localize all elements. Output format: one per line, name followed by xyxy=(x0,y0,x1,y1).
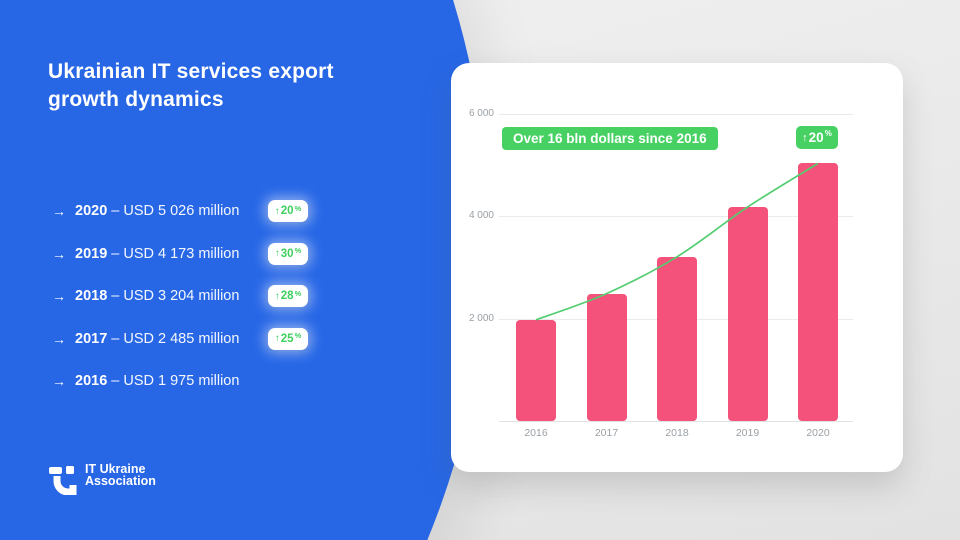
percent-sign: % xyxy=(294,246,302,255)
item-text: 2019 – USD 4 173 million xyxy=(75,246,239,262)
growth-badge-2018: ↑ 28% xyxy=(268,285,308,307)
up-arrow-icon: ↑ xyxy=(274,290,280,302)
item-text: 2020 – USD 5 026 million xyxy=(75,203,239,219)
list-item-2018: → 2018 – USD 3 204 million ↑ 28% xyxy=(48,285,348,307)
bar-2020 xyxy=(798,163,838,421)
gridline-6000 xyxy=(499,113,853,115)
page-title-line1: Ukrainian IT services export xyxy=(48,60,334,83)
y-tick-label: 6 000 xyxy=(468,107,494,119)
list-item-2017: → 2017 – USD 2 485 million ↑ 25% xyxy=(48,327,348,350)
chart-growth-value: 20 xyxy=(808,130,824,145)
list-item-2016: → 2016 – USD 1 975 million xyxy=(48,370,348,392)
percent-sign: % xyxy=(824,129,832,138)
logo-text-line2: Association xyxy=(85,473,156,488)
list-item-2020: → 2020 – USD 5 026 million ↑ 20% xyxy=(48,200,348,222)
x-tick-label: 2019 xyxy=(735,427,760,439)
item-value: – USD 1 975 million xyxy=(107,373,240,389)
list-item-2019: → 2019 – USD 4 173 million ↑ 30% xyxy=(48,242,348,265)
item-value: – USD 2 485 million xyxy=(107,330,240,347)
up-arrow-icon: ↑ xyxy=(274,205,280,217)
up-arrow-icon: ↑ xyxy=(802,131,808,144)
growth-value: 28 xyxy=(280,290,294,302)
item-value: – USD 5 026 million xyxy=(107,203,240,219)
chart-growth-badge: ↑ 20% xyxy=(796,126,838,149)
growth-badge-2017: ↑ 25% xyxy=(268,327,308,350)
up-arrow-icon: ↑ xyxy=(274,248,280,259)
item-value: – USD 3 204 million xyxy=(107,288,240,304)
y-tick-label: 2 000 xyxy=(468,312,494,324)
arrow-right-icon: → xyxy=(52,373,66,389)
item-year: 2017 xyxy=(75,330,108,347)
bar-2019 xyxy=(727,207,768,421)
bar-2017 xyxy=(586,293,627,421)
percent-sign: % xyxy=(294,331,302,340)
page-title: Ukrainian IT services export growth dyna… xyxy=(48,58,408,114)
logo-text: IT Ukraine Association xyxy=(85,461,156,500)
growth-value: 20 xyxy=(280,205,294,217)
item-year: 2020 xyxy=(75,203,108,219)
growth-value: 25 xyxy=(280,332,294,345)
growth-badge-2020: ↑ 20% xyxy=(268,200,308,222)
annotation-badge: Over 16 bln dollars since 2016 xyxy=(502,127,718,150)
item-value: – USD 4 173 million xyxy=(107,245,240,262)
it-ukraine-logo-icon xyxy=(48,461,78,500)
x-axis-line xyxy=(499,421,853,422)
logo: IT Ukraine Association xyxy=(48,461,156,500)
arrow-right-icon: → xyxy=(52,245,66,262)
percent-sign: % xyxy=(294,288,302,298)
arrow-right-icon: → xyxy=(52,203,66,219)
logo-text-line1: IT Ukraine xyxy=(85,462,146,476)
percent-sign: % xyxy=(294,203,302,213)
export-list: → 2020 – USD 5 026 million ↑ 20% → 2019 – USD… xyxy=(48,200,348,400)
growth-value: 30 xyxy=(280,247,294,260)
item-year: 2018 xyxy=(75,288,108,304)
x-tick-label: 2020 xyxy=(806,427,830,439)
bar-2018 xyxy=(657,256,697,421)
chart: 6 000 4 000 2 000 2016 2017 2018 2019 2020 xyxy=(451,63,903,472)
blue-curve-background xyxy=(0,0,488,540)
bar-2016 xyxy=(516,319,556,421)
x-tick-label: 2017 xyxy=(594,427,619,439)
item-text: 2017 – USD 2 485 million xyxy=(75,331,239,347)
y-tick-label: 4 000 xyxy=(468,210,494,221)
growth-badge-2019: ↑ 30% xyxy=(268,242,308,265)
x-tick-label: 2018 xyxy=(665,427,689,439)
chart-card: 6 000 4 000 2 000 2016 2017 2018 2019 2020 Over… xyxy=(451,63,903,472)
arrow-right-icon: → xyxy=(52,330,66,347)
item-text: 2018 – USD 3 204 million xyxy=(75,288,239,304)
page-title-line2: growth dynamics xyxy=(48,88,224,111)
item-year: 2016 xyxy=(75,373,108,389)
item-year: 2019 xyxy=(75,245,108,262)
x-tick-label: 2016 xyxy=(524,427,548,439)
item-text: 2016 – USD 1 975 million xyxy=(75,373,239,389)
up-arrow-icon: ↑ xyxy=(274,333,280,344)
arrow-right-icon: → xyxy=(52,288,66,304)
